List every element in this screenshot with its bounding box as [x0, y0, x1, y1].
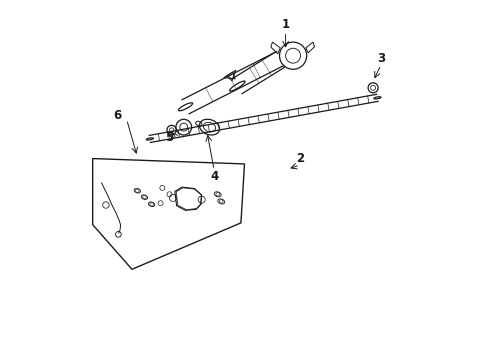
Text: 6: 6	[113, 109, 122, 122]
Text: 1: 1	[281, 18, 289, 31]
Text: 5: 5	[165, 131, 173, 144]
Text: 4: 4	[209, 170, 218, 183]
Text: 2: 2	[295, 152, 304, 165]
Text: 3: 3	[376, 52, 384, 65]
